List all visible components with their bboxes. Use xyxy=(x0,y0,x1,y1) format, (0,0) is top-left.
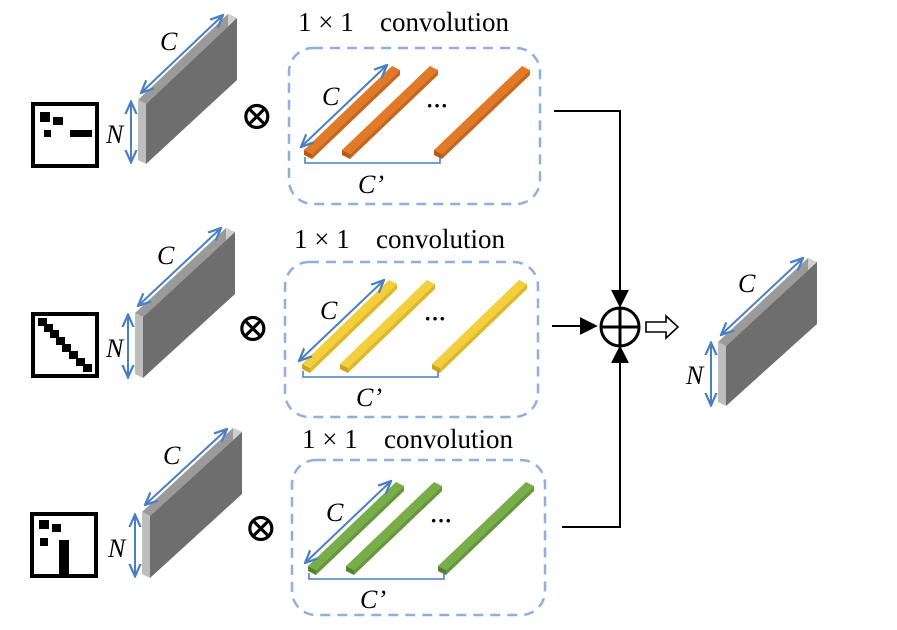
c-prime-bracket xyxy=(304,157,441,164)
filter-group-box xyxy=(290,458,547,617)
sum-operator xyxy=(599,306,641,348)
ellipsis: ··· xyxy=(426,93,448,118)
dimension-c-arrow xyxy=(146,430,226,504)
c-prime-bracket xyxy=(308,573,445,580)
dimension-n-label: N xyxy=(105,120,125,149)
dimension-c-arrow xyxy=(722,259,802,334)
branch-2: C N ⊗ 1 × 1 convolution C ··· C’ xyxy=(31,224,598,419)
svg-text:1 × 1: 1 × 1 xyxy=(302,424,358,454)
c-prime-bracket xyxy=(302,371,439,378)
svg-text:convolution: convolution xyxy=(380,7,509,37)
dimension-c-arrow xyxy=(139,229,220,305)
input-tensor-3 xyxy=(142,428,242,578)
multiply-operator: ⊗ xyxy=(236,305,270,350)
multiply-operator: ⊗ xyxy=(240,93,274,138)
connector-line-3 xyxy=(562,345,629,528)
filter-dimension-c-label: C xyxy=(326,498,344,527)
filter-dimension-c-arrow xyxy=(306,482,390,562)
svg-text:1 × 1: 1 × 1 xyxy=(294,224,350,254)
ellipsis: ··· xyxy=(430,508,452,533)
multiply-operator: ⊗ xyxy=(244,505,278,550)
input-tensor-1 xyxy=(138,14,237,164)
block-matrix-icon xyxy=(30,512,98,578)
dimension-c-label: C xyxy=(160,27,178,56)
branch-1: C N ⊗ 1 × 1 convolution C ··· C’ xyxy=(31,7,629,308)
dimension-n-label: N xyxy=(685,361,705,390)
filter-group-box xyxy=(283,260,540,419)
ellipsis: ··· xyxy=(424,306,446,331)
filter-dimension-c-label: C xyxy=(322,82,340,111)
output-tensor xyxy=(718,258,817,406)
dimension-n-label: N xyxy=(107,534,127,563)
filter-group-box xyxy=(287,46,542,206)
filter-dimension-c-arrow xyxy=(300,281,383,360)
convolution-title-2: 1 × 1 convolution xyxy=(294,224,505,254)
svg-text:1 × 1: 1 × 1 xyxy=(298,7,354,37)
convolution-title-1: 1 × 1 convolution xyxy=(298,7,509,37)
c-prime-label: C’ xyxy=(356,383,382,412)
branch-3: C N ⊗ 1 × 1 convolution C ··· C’ xyxy=(30,345,629,617)
convolution-title-3: 1 × 1 convolution xyxy=(302,424,513,454)
diagonal-matrix-icon xyxy=(31,312,99,378)
svg-text:convolution: convolution xyxy=(384,424,513,454)
dimension-c-label: C xyxy=(738,269,756,298)
output-arrow-icon xyxy=(645,314,680,340)
dimension-n-label: N xyxy=(105,334,125,363)
c-prime-label: C’ xyxy=(358,170,384,199)
svg-text:convolution: convolution xyxy=(376,224,505,254)
connector-line-1 xyxy=(554,110,629,308)
filter-dimension-c-label: C xyxy=(320,296,338,325)
sparse-matrix-icon xyxy=(31,102,99,168)
input-tensor-2 xyxy=(135,228,235,378)
dimension-c-label: C xyxy=(157,241,175,270)
dimension-c-label: C xyxy=(163,441,181,470)
c-prime-label: C’ xyxy=(360,585,386,614)
filter-dimension-c-arrow xyxy=(302,66,386,146)
dimension-c-arrow xyxy=(142,16,222,92)
